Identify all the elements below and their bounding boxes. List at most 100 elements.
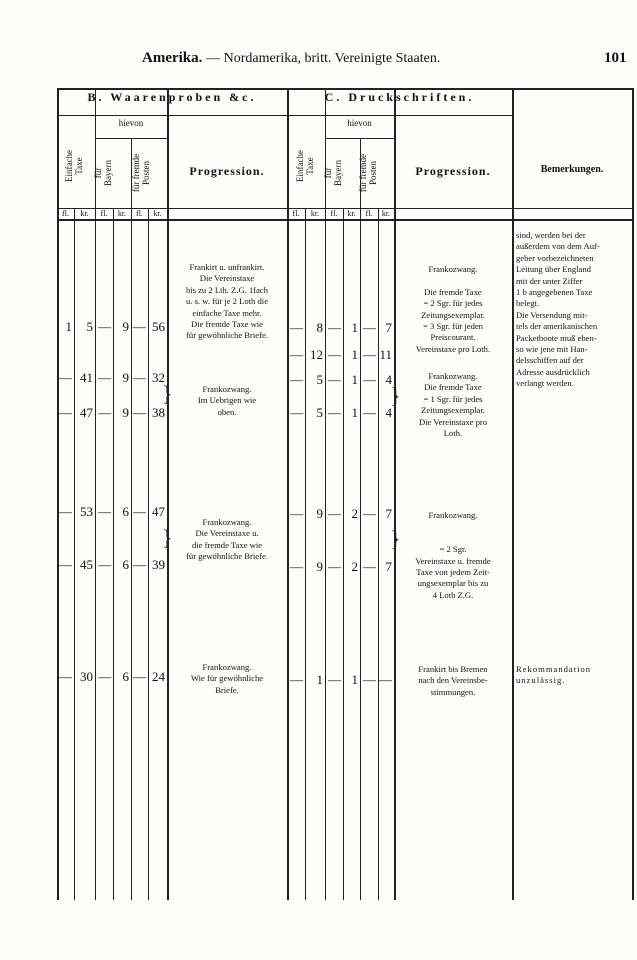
column-divider xyxy=(343,209,344,900)
c_rows-cell: — xyxy=(363,372,376,387)
column-divider xyxy=(305,209,306,900)
b_rows-cell: 56 xyxy=(152,319,165,334)
column-divider xyxy=(632,88,634,900)
c_rows-cell: — xyxy=(290,347,303,362)
row-divider xyxy=(57,115,512,116)
c_rows-cell: — xyxy=(290,320,303,335)
c_rows-cell: — xyxy=(328,506,341,521)
remarks-2: Rekommandation unzulässig. xyxy=(516,664,592,686)
b_rows-cell: 45 xyxy=(80,557,93,572)
c-fuer-bayern-header: für Bayern xyxy=(323,160,343,186)
b_rows-cell: — xyxy=(59,557,72,572)
c_rows-cell: 7 xyxy=(385,320,393,335)
b_rows-cell: — xyxy=(98,319,111,334)
column-divider xyxy=(325,88,326,900)
c_rows-cell: — xyxy=(363,559,376,574)
b_rows-cell: 47 xyxy=(152,504,165,519)
b_rows-cell: — xyxy=(133,405,146,420)
b_rows-cell: — xyxy=(133,557,146,572)
b_rows-cell: 38 xyxy=(152,405,165,420)
c_rows-cell: — xyxy=(290,559,303,574)
column-divider xyxy=(360,138,361,900)
c_rows-cell: 1 xyxy=(351,405,359,420)
c_rows-cell: 7 xyxy=(385,506,393,521)
c-unit-label: fl. xyxy=(365,209,373,218)
c_rows-cell: — xyxy=(328,405,341,420)
column-divider xyxy=(167,88,169,900)
c-unit-label: fl. xyxy=(330,209,338,218)
b-unit-label: kr. xyxy=(80,209,89,218)
column-divider xyxy=(512,88,514,900)
c_rows-cell: 1 xyxy=(351,347,359,362)
b-einfache-taxe-header: Einfache Taxe xyxy=(64,150,84,182)
b-progression-3: Frankozwang. Die Vereinstaxe u. die frem… xyxy=(186,517,268,562)
b_rows-cell: 6 xyxy=(122,669,130,684)
b_rows-cell: 9 xyxy=(122,405,130,420)
b-progression-4: Frankozwang. Wie für gewöhnliche Briefe. xyxy=(190,662,264,695)
b_rows-cell: — xyxy=(133,370,146,385)
c_rows-cell: 9 xyxy=(316,506,324,521)
b_rows-cell: 9 xyxy=(122,319,130,334)
row-divider xyxy=(325,138,394,139)
c_rows-cell: 1 xyxy=(351,672,359,687)
b-progression-1: Frankirt u. unfrankirt. Die Vereinstaxe … xyxy=(185,262,269,341)
b_rows-cell: — xyxy=(133,319,146,334)
c_rows-cell: — xyxy=(363,405,376,420)
b_rows-cell: 32 xyxy=(152,370,165,385)
b-unit-label: fl. xyxy=(62,209,69,218)
c_rows-cell: — xyxy=(363,347,376,362)
b_rows-cell: 53 xyxy=(80,504,93,519)
column-divider xyxy=(95,88,96,900)
c-progression-1: Frankozwang. Die fremde Taxe = 2 Sgr. fü… xyxy=(415,264,491,354)
column-divider xyxy=(378,209,379,900)
c-fuer-fremde-header: für fremde Posten xyxy=(358,153,378,193)
b_rows-cell: 6 xyxy=(122,504,130,519)
c_rows-cell: 5 xyxy=(316,372,324,387)
c-unit-label: fl. xyxy=(292,209,300,218)
c_rows-cell: 11 xyxy=(379,347,392,362)
row-divider xyxy=(57,219,634,221)
b_rows-cell: — xyxy=(59,370,72,385)
c_rows-cell: — xyxy=(363,320,376,335)
b_rows-cell: 1 xyxy=(65,319,73,334)
b_rows-cell: — xyxy=(133,669,146,684)
section-c-heading: C. Druckschriften. xyxy=(324,90,475,104)
c_rows-cell: — xyxy=(290,672,303,687)
column-divider xyxy=(74,209,75,900)
c_rows-cell: 1 xyxy=(351,320,359,335)
c_rows-cell: 2 xyxy=(351,559,359,574)
b_rows-cell: — xyxy=(98,370,111,385)
b_rows-cell: — xyxy=(59,504,72,519)
c-progression-header: Progression. xyxy=(415,164,491,178)
column-divider xyxy=(57,88,59,900)
column-divider xyxy=(394,88,396,900)
b_rows-cell: — xyxy=(98,557,111,572)
c_rows-cell: — xyxy=(363,672,376,687)
c_rows-cell: — xyxy=(328,320,341,335)
c_rows-cell: 4 xyxy=(385,372,393,387)
c_rows-cell: 4 xyxy=(385,405,393,420)
c_rows-cell: — xyxy=(328,347,341,362)
b_rows-cell: 9 xyxy=(122,370,130,385)
table-top-border xyxy=(57,88,634,90)
b-unit-label: fl. xyxy=(100,209,108,218)
title-main: Amerika. xyxy=(142,50,203,66)
b-unit-label: fl. xyxy=(136,209,143,218)
column-divider xyxy=(113,209,114,900)
b_rows-cell: — xyxy=(59,669,72,684)
c-progression-2: Frankozwang. Die fremde Taxe = 1 Sgr. fü… xyxy=(418,371,488,439)
c_rows-cell: — xyxy=(328,672,341,687)
c_rows-cell: — xyxy=(290,506,303,521)
b_rows-cell: 5 xyxy=(86,319,94,334)
b_rows-cell: 30 xyxy=(80,669,93,684)
c_rows-cell: 2 xyxy=(351,506,359,521)
b_rows-cell: — xyxy=(98,669,111,684)
b_rows-cell: — xyxy=(98,504,111,519)
title-subtitle: — Nordamerika, britt. Vereinigte Staaten… xyxy=(206,51,441,66)
c_rows-cell: 1 xyxy=(316,672,324,687)
b_rows-cell: — xyxy=(59,405,72,420)
c_rows-cell: 8 xyxy=(316,320,324,335)
c-progression-4: Frankirt bis Bremen nach den Vereinsbe- … xyxy=(418,664,488,697)
b-fuer-fremde-header: für fremde Posten xyxy=(131,153,151,193)
